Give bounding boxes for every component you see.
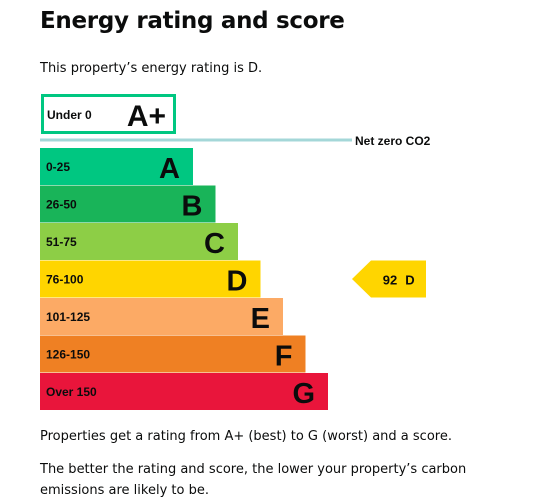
band-a-range: 0-25 bbox=[46, 160, 70, 174]
band-c-letter: C bbox=[204, 228, 225, 260]
band-b-bar bbox=[40, 185, 216, 223]
band-g-bar bbox=[40, 373, 328, 410]
rating-explanation: Properties get a rating from A+ (best) t… bbox=[40, 429, 452, 444]
band-e-letter: E bbox=[251, 303, 270, 335]
band-d-bar bbox=[40, 260, 261, 298]
carbon-emissions-note: The better the rating and score, the low… bbox=[40, 462, 467, 498]
band-d-range: 76-100 bbox=[46, 273, 84, 287]
band-d-letter: D bbox=[227, 266, 248, 298]
band-a-plus-range: Under 0 bbox=[47, 108, 92, 122]
band-e-range: 101-125 bbox=[46, 310, 90, 324]
net-zero-line bbox=[40, 138, 352, 142]
band-g-range: Over 150 bbox=[46, 385, 97, 399]
band-f-letter: F bbox=[275, 341, 293, 373]
page-title: Energy rating and score bbox=[40, 8, 345, 34]
band-a-letter: A bbox=[159, 153, 180, 185]
band-c-range: 51-75 bbox=[46, 235, 77, 249]
band-b-letter: B bbox=[182, 191, 203, 223]
current-rating-arrow bbox=[352, 260, 426, 298]
current-band: D bbox=[405, 273, 414, 288]
energy-rating-summary: This property’s energy rating is D. bbox=[40, 61, 263, 76]
band-f-range: 126-150 bbox=[46, 348, 90, 362]
band-a-plus-bar bbox=[41, 94, 176, 134]
net-zero-label: Net zero CO2 bbox=[355, 134, 431, 148]
current-score: 92 bbox=[383, 273, 397, 288]
band-a-plus-letter: A+ bbox=[127, 100, 166, 133]
energy-rating-chart: Under 0 A+ Net zero CO2 0-25 A 26-50 B 51-75 C 76… bbox=[40, 94, 431, 410]
band-a-bar bbox=[40, 148, 193, 185]
band-b-range: 26-50 bbox=[46, 198, 77, 212]
band-g-letter: G bbox=[292, 378, 315, 410]
band-f-bar bbox=[40, 335, 306, 373]
band-e-bar bbox=[40, 298, 283, 335]
band-c-bar bbox=[40, 223, 238, 260]
